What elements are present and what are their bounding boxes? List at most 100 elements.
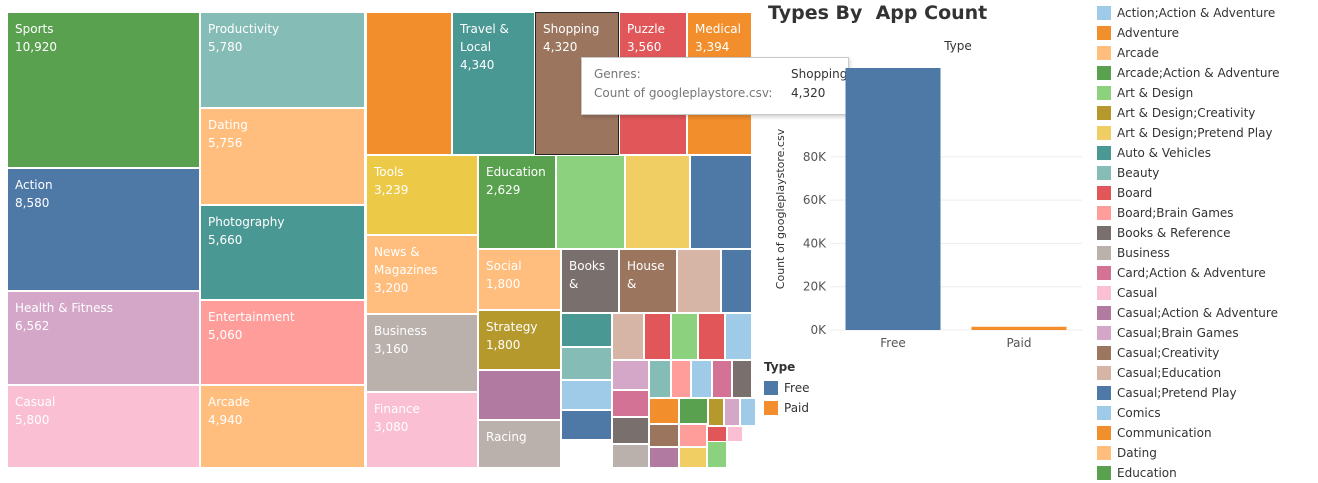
- genre-legend-item[interactable]: Arcade;Action & Adventure: [1097, 63, 1280, 83]
- treemap-tile[interactable]: [679, 398, 708, 424]
- treemap-tile[interactable]: [561, 410, 612, 440]
- treemap-tile-label: Books &: [569, 259, 606, 291]
- type-legend-item[interactable]: Free: [764, 378, 809, 398]
- treemap-tile[interactable]: Entertainment 5,060: [200, 300, 365, 385]
- treemap-tile[interactable]: [625, 155, 690, 249]
- treemap-tile[interactable]: [612, 444, 649, 468]
- treemap-tile[interactable]: [671, 360, 691, 398]
- treemap-tile-label: Sports: [15, 22, 54, 36]
- treemap-tile[interactable]: Strategy 1,800: [478, 310, 561, 370]
- treemap-tile[interactable]: Arcade 4,940: [200, 385, 365, 468]
- treemap-tile[interactable]: [561, 380, 612, 410]
- treemap-tile[interactable]: [612, 313, 644, 360]
- genre-legend-item[interactable]: Board: [1097, 183, 1280, 203]
- treemap-tile[interactable]: House &: [619, 249, 677, 313]
- treemap-tile[interactable]: [707, 426, 727, 442]
- treemap-tile[interactable]: Dating 5,756: [200, 108, 365, 205]
- genre-legend-item[interactable]: Casual;Creativity: [1097, 343, 1280, 363]
- genre-legend-item[interactable]: Art & Design: [1097, 83, 1280, 103]
- treemap-tile[interactable]: [740, 398, 756, 426]
- treemap-tile[interactable]: [649, 360, 671, 398]
- treemap-tile[interactable]: Photography 5,660: [200, 205, 365, 300]
- treemap-tile[interactable]: Productivity 5,780: [200, 12, 365, 108]
- legend-swatch: [1097, 166, 1111, 180]
- treemap-tile[interactable]: Tools 3,239: [366, 155, 478, 235]
- genre-legend-item[interactable]: Art & Design;Pretend Play: [1097, 123, 1280, 143]
- genre-legend-item[interactable]: Beauty: [1097, 163, 1280, 183]
- treemap-tile-value: 3,080: [374, 420, 409, 434]
- legend-label: Board: [1117, 186, 1153, 200]
- treemap-tile[interactable]: [708, 398, 724, 426]
- treemap-tile[interactable]: Casual 5,800: [7, 385, 200, 468]
- treemap-tile[interactable]: [649, 447, 679, 468]
- genre-legend-item[interactable]: Comics: [1097, 403, 1280, 423]
- treemap-tile[interactable]: [478, 370, 561, 420]
- legend-swatch: [1097, 426, 1111, 440]
- treemap-tile[interactable]: [679, 447, 707, 468]
- treemap-tile[interactable]: [724, 398, 740, 426]
- treemap-tile-value: 3,160: [374, 342, 409, 356]
- treemap-tile[interactable]: Books &: [561, 249, 619, 313]
- genre-legend-item[interactable]: Dating: [1097, 443, 1280, 463]
- legend-label: Casual;Brain Games: [1117, 326, 1239, 340]
- legend-label: Art & Design;Pretend Play: [1117, 126, 1273, 140]
- genre-legend-item[interactable]: Art & Design;Creativity: [1097, 103, 1280, 123]
- genre-legend-item[interactable]: Arcade: [1097, 43, 1280, 63]
- treemap-tile[interactable]: Sports 10,920: [7, 12, 200, 168]
- genre-legend-item[interactable]: Auto & Vehicles: [1097, 143, 1280, 163]
- genre-legend-item[interactable]: Action;Action & Adventure: [1097, 3, 1280, 23]
- treemap-tile[interactable]: [679, 424, 707, 447]
- genre-legend-item[interactable]: Casual;Brain Games: [1097, 323, 1280, 343]
- genre-legend-item[interactable]: Board;Brain Games: [1097, 203, 1280, 223]
- treemap-tile-value: 5,780: [208, 40, 243, 54]
- treemap-tile[interactable]: [725, 313, 752, 360]
- genre-legend-item[interactable]: Education: [1097, 463, 1280, 483]
- treemap-tile[interactable]: Health & Fitness 6,562: [7, 291, 200, 385]
- treemap-tile[interactable]: [649, 398, 679, 424]
- genre-legend-item[interactable]: Casual;Pretend Play: [1097, 383, 1280, 403]
- treemap-tile[interactable]: Racing: [478, 420, 561, 468]
- treemap-tile[interactable]: [732, 360, 752, 398]
- genre-legend-item[interactable]: Card;Action & Adventure: [1097, 263, 1280, 283]
- treemap-tile[interactable]: [649, 424, 679, 447]
- genre-legend-item[interactable]: Casual;Education: [1097, 363, 1280, 383]
- tooltip-count-key: Count of googleplaystore.csv:: [594, 86, 773, 100]
- treemap-tile-value: 8,580: [15, 196, 50, 210]
- y-tick-label: 80K: [803, 150, 827, 164]
- treemap-tile[interactable]: [561, 313, 612, 347]
- genre-legend-item[interactable]: Casual: [1097, 283, 1280, 303]
- treemap-tile[interactable]: [712, 360, 732, 398]
- treemap-tile[interactable]: [556, 155, 625, 249]
- treemap-tile[interactable]: [707, 441, 727, 468]
- treemap-tile[interactable]: [691, 360, 712, 398]
- treemap-tile[interactable]: [612, 417, 649, 444]
- genre-legend-item[interactable]: Communication: [1097, 423, 1280, 443]
- treemap-tile[interactable]: News & Magazines 3,200: [366, 235, 478, 314]
- treemap-tile[interactable]: [698, 313, 725, 360]
- genre-legend-item[interactable]: Casual;Action & Adventure: [1097, 303, 1280, 323]
- treemap-tile[interactable]: [612, 390, 649, 417]
- treemap-tile-value: 5,060: [208, 328, 243, 342]
- type-legend-item[interactable]: Paid: [764, 398, 809, 418]
- genre-legend-item[interactable]: Books & Reference: [1097, 223, 1280, 243]
- treemap-tile[interactable]: [366, 12, 452, 155]
- treemap-tile[interactable]: [690, 155, 752, 249]
- treemap-tile[interactable]: Business 3,160: [366, 314, 478, 392]
- legend-label: Comics: [1117, 406, 1161, 420]
- genre-legend-item[interactable]: Business: [1097, 243, 1280, 263]
- treemap-tile[interactable]: Action 8,580: [7, 168, 200, 291]
- treemap-tile[interactable]: [727, 426, 743, 442]
- treemap-tile[interactable]: [561, 347, 612, 380]
- treemap-tile[interactable]: [721, 249, 752, 313]
- treemap-tile-value: 1,800: [486, 277, 521, 291]
- legend-swatch: [1097, 306, 1111, 320]
- treemap-tile[interactable]: Social 1,800: [478, 249, 561, 310]
- treemap-tile[interactable]: Finance 3,080: [366, 392, 478, 468]
- genre-legend-item[interactable]: Adventure: [1097, 23, 1280, 43]
- treemap-tile[interactable]: [644, 313, 671, 360]
- treemap-tile[interactable]: [671, 313, 698, 360]
- treemap-tile[interactable]: Travel & Local 4,340: [452, 12, 535, 155]
- treemap-tile[interactable]: [612, 360, 649, 390]
- treemap-tile[interactable]: Education 2,629: [478, 155, 556, 249]
- treemap-tile[interactable]: [677, 249, 721, 313]
